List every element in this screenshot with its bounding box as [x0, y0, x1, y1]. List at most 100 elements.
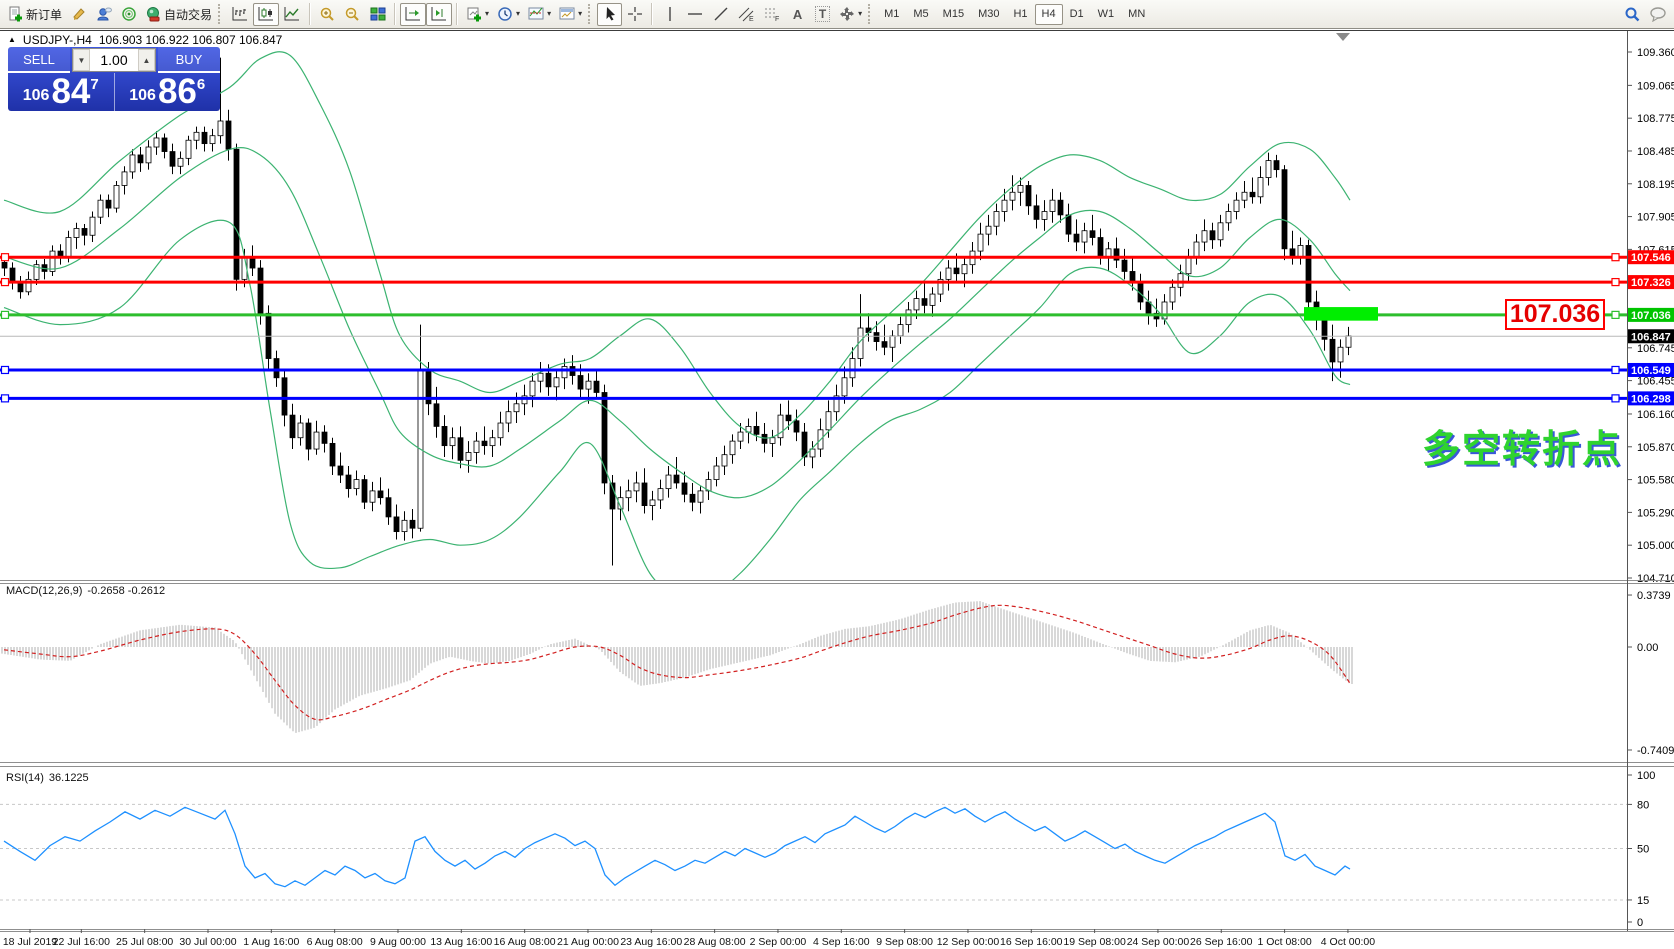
hline-107.326[interactable]: 107.326 [0, 275, 1674, 290]
rsi-pane: 100 80 50 15 0 [0, 770, 1655, 929]
tab-timeframe-d1[interactable]: D1 [1069, 8, 1084, 20]
svg-text:13 Aug 16:00: 13 Aug 16:00 [430, 936, 492, 948]
tab-timeframe-mn[interactable]: MN [1128, 8, 1146, 20]
new-order-icon [7, 6, 23, 22]
tile-windows-icon [370, 6, 386, 22]
chart-shift-button[interactable] [400, 2, 427, 26]
arrows-tool-button[interactable]: ▾ [835, 3, 866, 26]
svg-text:E: E [749, 16, 754, 22]
trendline-tool-button[interactable] [708, 3, 733, 26]
hline-106.298[interactable]: 106.298 [0, 391, 1674, 406]
bar-chart-button[interactable] [227, 3, 253, 26]
chart-shift-icon [404, 6, 422, 22]
svg-text:15: 15 [1637, 895, 1649, 907]
vertical-line-tool-button[interactable] [657, 3, 682, 26]
turning-point-annotation[interactable]: 多空转折点 [1422, 429, 1623, 471]
toolbar-grip [588, 4, 593, 24]
svg-text:106.298: 106.298 [1631, 393, 1671, 405]
hline-106.549[interactable]: 106.549 [0, 362, 1674, 377]
indicators-button[interactable]: ▾ [524, 3, 555, 26]
highlight-rectangle[interactable] [1304, 307, 1378, 321]
tick-chart-button[interactable] [66, 3, 91, 26]
indicators-icon [528, 6, 544, 22]
buy-price-pip: 6 [196, 76, 206, 93]
svg-text:50: 50 [1637, 844, 1649, 856]
buy-price[interactable]: 106 86 6 [113, 73, 221, 111]
buy-button[interactable]: BUY [158, 47, 220, 73]
line-chart-button[interactable] [279, 3, 305, 26]
volume-value[interactable]: 1.00 [100, 52, 128, 68]
profile-button[interactable] [91, 3, 116, 26]
tab-timeframe-m30[interactable]: M30 [978, 8, 1000, 20]
toolbar-separator [394, 3, 397, 25]
tile-windows-button[interactable] [365, 3, 390, 26]
cursor-tool-button[interactable] [597, 2, 623, 26]
signals-button[interactable] [116, 3, 141, 26]
chart-shift-marker-icon[interactable] [1336, 33, 1350, 41]
volume-field[interactable]: ▼ 1.00 ▲ [72, 48, 156, 72]
equidistant-channel-tool-button[interactable]: E [733, 3, 759, 26]
zoom-out-button[interactable] [340, 3, 365, 26]
fibonacci-tool-button[interactable]: F [759, 3, 785, 26]
price-callout-107036[interactable]: 107.036 [1505, 299, 1605, 330]
svg-text:108.485: 108.485 [1637, 146, 1674, 158]
svg-text:18 Jul 2019: 18 Jul 2019 [3, 936, 57, 948]
crosshair-tool-button[interactable] [622, 3, 647, 26]
sell-button[interactable]: SELL [8, 47, 70, 73]
vertical-line-icon [665, 6, 675, 22]
templates-button[interactable]: ▾ [555, 3, 586, 26]
zoom-in-button[interactable] [315, 3, 340, 26]
horizontal-line-tool-button[interactable] [682, 3, 708, 26]
window-edge [0, 30, 1674, 31]
volume-increase-button[interactable]: ▲ [138, 49, 155, 71]
new-order-button[interactable]: 新订单 [3, 3, 66, 26]
svg-text:19 Sep 08:00: 19 Sep 08:00 [1063, 936, 1126, 948]
tab-timeframe-h1[interactable]: H1 [1013, 8, 1028, 20]
svg-text:106.455: 106.455 [1637, 376, 1674, 388]
sell-price-big: 84 [51, 72, 91, 111]
rsi-value: 36.1225 [48, 772, 89, 784]
tab-timeframe-w1[interactable]: W1 [1097, 8, 1115, 20]
autotrading-button[interactable]: 自动交易 [141, 3, 216, 26]
hline-107.546[interactable]: 107.546 [0, 250, 1674, 265]
svg-text:30 Jul 00:00: 30 Jul 00:00 [179, 936, 236, 948]
hline-107.036[interactable]: 107.036 [0, 307, 1674, 322]
sell-price[interactable]: 106 84 7 [8, 73, 114, 111]
svg-text:12 Sep 00:00: 12 Sep 00:00 [937, 936, 1000, 948]
svg-text:6 Aug 08:00: 6 Aug 08:00 [307, 936, 363, 948]
volume-decrease-button[interactable]: ▼ [73, 49, 90, 71]
profiles-button[interactable]: ▾ [493, 3, 524, 26]
tab-timeframe-m15[interactable]: M15 [942, 8, 965, 20]
bar-chart-icon [231, 6, 249, 22]
tab-timeframe-m5[interactable]: M5 [913, 8, 929, 20]
crosshair-icon [627, 6, 643, 22]
svg-text:107.036: 107.036 [1631, 310, 1671, 322]
ohlc-readout: 106.903 106.922 106.807 106.847 [98, 33, 283, 47]
zoom-in-icon [319, 6, 336, 22]
svg-text:25 Jul 08:00: 25 Jul 08:00 [116, 936, 173, 948]
svg-text:105.000: 105.000 [1637, 540, 1674, 552]
text-tool-button[interactable]: A [785, 3, 810, 26]
auto-scroll-button[interactable] [426, 2, 453, 26]
bollinger-bands [3, 51, 1351, 580]
collapse-triangle-icon[interactable]: ▲ [8, 35, 16, 44]
tab-timeframe-m1[interactable]: M1 [884, 8, 900, 20]
clock-icon [497, 6, 513, 22]
chat-button[interactable] [1645, 3, 1671, 26]
svg-text:109.065: 109.065 [1637, 80, 1674, 92]
svg-text:16 Aug 08:00: 16 Aug 08:00 [494, 936, 556, 948]
svg-text:0.00: 0.00 [1637, 642, 1658, 654]
macd-values: -0.2658 -0.2612 [87, 585, 166, 597]
new-chart-button[interactable]: ▾ [462, 3, 493, 26]
tab-timeframe-h4[interactable]: H4 [1034, 3, 1063, 25]
toolbar-grip [218, 4, 223, 24]
search-button[interactable] [1620, 3, 1645, 26]
svg-text:9 Sep 08:00: 9 Sep 08:00 [876, 936, 933, 948]
svg-text:109.360: 109.360 [1637, 47, 1674, 59]
candlestick-chart-button[interactable] [253, 2, 280, 26]
text-tool-icon: A [792, 6, 803, 22]
text-label-tool-button[interactable]: T [810, 3, 835, 26]
svg-text:105.290: 105.290 [1637, 507, 1674, 519]
